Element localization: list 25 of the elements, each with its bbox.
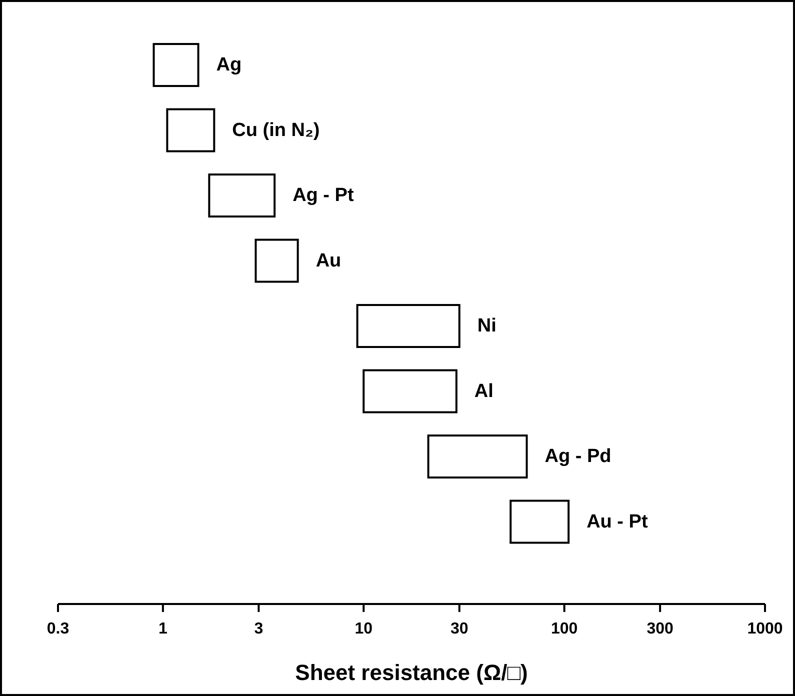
x-tick-label: 1 (158, 620, 168, 638)
y-tick-label: Ag - Pd (544, 446, 612, 467)
y-tick-label: Ag - Pt (292, 185, 354, 206)
bar (208, 174, 276, 218)
bar (362, 369, 458, 414)
x-tick-label: 100 (550, 620, 578, 638)
bar (356, 304, 460, 348)
y-tick-label: Ni (477, 316, 496, 336)
bar (510, 500, 570, 544)
bar (152, 43, 200, 87)
y-tick-label: Al (474, 380, 494, 402)
y-tick-label: Cu (in N₂) (232, 120, 320, 141)
x-tick-label: 30 (450, 620, 468, 638)
y-tick-label: Au (316, 250, 342, 272)
x-tick-label: 1000 (747, 620, 783, 638)
x-tick-label: 300 (646, 620, 674, 638)
y-tick-label: Au - Pt (586, 511, 648, 532)
bar (254, 238, 299, 283)
x-tick-label: 10 (354, 620, 373, 638)
bar (427, 434, 528, 478)
y-tick-label: Ag (216, 54, 242, 76)
x-axis-title: Sheet resistance (Ω/□) (295, 660, 528, 685)
bar (166, 108, 216, 152)
x-tick-label: 3 (254, 620, 264, 638)
x-tick-label: 0.3 (46, 620, 70, 638)
